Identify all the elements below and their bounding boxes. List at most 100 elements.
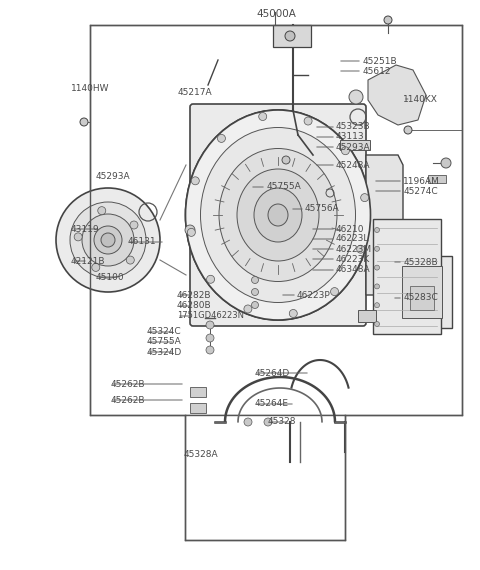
Text: 46223L: 46223L xyxy=(336,234,370,243)
Text: 45323B: 45323B xyxy=(336,122,371,131)
Text: 1140KX: 1140KX xyxy=(403,95,438,104)
Text: 45755A: 45755A xyxy=(266,182,301,192)
Text: 45000A: 45000A xyxy=(256,9,296,19)
Bar xyxy=(392,256,452,328)
Circle shape xyxy=(80,118,88,126)
Text: 46348A: 46348A xyxy=(336,265,371,274)
FancyBboxPatch shape xyxy=(190,104,366,326)
Polygon shape xyxy=(366,155,403,295)
Bar xyxy=(358,310,376,322)
Circle shape xyxy=(374,321,380,327)
Text: 45264E: 45264E xyxy=(254,399,288,408)
Text: 45756A: 45756A xyxy=(305,204,339,213)
Circle shape xyxy=(374,265,380,270)
Text: 45217A: 45217A xyxy=(178,88,212,97)
Ellipse shape xyxy=(185,110,371,320)
Circle shape xyxy=(252,276,259,283)
Text: 46223M: 46223M xyxy=(336,245,372,254)
Circle shape xyxy=(252,302,259,308)
Text: 46282B: 46282B xyxy=(177,291,211,300)
Circle shape xyxy=(206,275,215,283)
Circle shape xyxy=(252,288,259,295)
Circle shape xyxy=(289,310,297,317)
Circle shape xyxy=(374,284,380,289)
Ellipse shape xyxy=(201,128,356,303)
Circle shape xyxy=(130,221,138,229)
Circle shape xyxy=(349,90,363,104)
Circle shape xyxy=(374,227,380,233)
Text: 46131: 46131 xyxy=(127,237,156,246)
Circle shape xyxy=(259,112,267,120)
Text: 43119: 43119 xyxy=(71,225,100,234)
Circle shape xyxy=(285,31,295,41)
Polygon shape xyxy=(190,403,206,413)
Circle shape xyxy=(126,256,134,264)
Circle shape xyxy=(217,135,226,142)
Text: 45328: 45328 xyxy=(268,417,296,426)
Circle shape xyxy=(101,233,115,247)
Polygon shape xyxy=(368,65,426,125)
Text: 45293A: 45293A xyxy=(96,172,131,181)
Text: 43113: 43113 xyxy=(336,132,365,141)
Text: 45324D: 45324D xyxy=(146,348,181,357)
Bar xyxy=(273,25,311,47)
Circle shape xyxy=(384,16,392,24)
Text: 45293A: 45293A xyxy=(336,142,371,152)
Circle shape xyxy=(70,202,146,278)
Bar xyxy=(428,175,446,183)
Circle shape xyxy=(187,229,195,237)
Text: 42121B: 42121B xyxy=(71,256,106,266)
Circle shape xyxy=(282,156,290,164)
Text: 45612: 45612 xyxy=(362,67,391,76)
Polygon shape xyxy=(190,387,206,397)
Circle shape xyxy=(244,418,252,426)
Circle shape xyxy=(374,303,380,308)
Bar xyxy=(90,25,462,415)
Circle shape xyxy=(206,334,214,342)
Text: 45755A: 45755A xyxy=(146,337,181,347)
Bar xyxy=(373,219,441,334)
Text: 45328B: 45328B xyxy=(403,258,438,267)
Text: 45262B: 45262B xyxy=(110,396,145,405)
Circle shape xyxy=(82,214,134,266)
Ellipse shape xyxy=(237,169,319,261)
Text: 45100: 45100 xyxy=(96,272,125,282)
Circle shape xyxy=(341,146,349,154)
Text: 46223P: 46223P xyxy=(297,291,330,300)
Text: 45324C: 45324C xyxy=(146,327,181,336)
Text: 45262B: 45262B xyxy=(110,380,145,389)
Text: 46223K: 46223K xyxy=(336,255,370,264)
Circle shape xyxy=(206,346,214,354)
Text: 45248A: 45248A xyxy=(336,161,371,170)
Circle shape xyxy=(92,263,100,271)
Circle shape xyxy=(244,305,252,313)
Text: 1751GD46223N: 1751GD46223N xyxy=(177,311,244,320)
Circle shape xyxy=(360,194,369,202)
Circle shape xyxy=(304,117,312,125)
Bar xyxy=(410,286,434,310)
Circle shape xyxy=(404,126,412,134)
Text: 45251B: 45251B xyxy=(362,57,397,66)
Text: 45264D: 45264D xyxy=(254,369,289,378)
Circle shape xyxy=(264,418,272,426)
Circle shape xyxy=(56,188,160,292)
Circle shape xyxy=(441,158,451,168)
Text: 45274C: 45274C xyxy=(403,187,438,196)
Circle shape xyxy=(94,226,122,254)
Circle shape xyxy=(185,225,195,235)
Text: 45328A: 45328A xyxy=(183,450,218,459)
Circle shape xyxy=(74,233,82,241)
Text: 1196AM: 1196AM xyxy=(403,177,440,186)
Circle shape xyxy=(206,321,214,329)
Circle shape xyxy=(374,246,380,251)
Circle shape xyxy=(357,245,365,253)
Circle shape xyxy=(98,207,106,215)
Bar xyxy=(402,266,442,318)
Circle shape xyxy=(192,177,199,185)
Text: 1140HW: 1140HW xyxy=(71,84,109,93)
Text: 46210: 46210 xyxy=(336,225,364,234)
Circle shape xyxy=(331,288,338,296)
Ellipse shape xyxy=(254,188,302,242)
Ellipse shape xyxy=(268,204,288,226)
Text: 45283C: 45283C xyxy=(403,293,438,302)
